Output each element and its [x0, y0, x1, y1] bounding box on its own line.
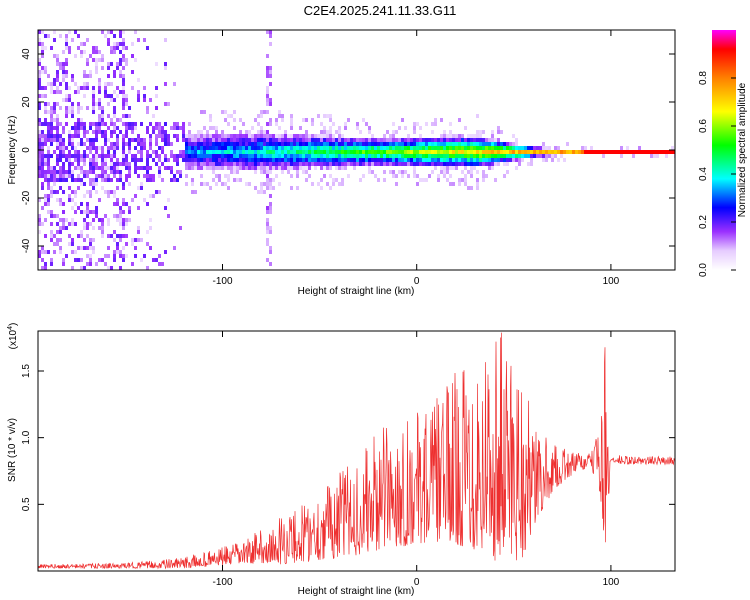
colorbar-label: Normalized spectral amplitude — [737, 82, 748, 217]
snr-ytick-label: 1.0 — [21, 430, 32, 444]
spectrogram-ytick-label: 0 — [21, 147, 32, 153]
snr-xtick-label: 100 — [603, 577, 620, 588]
spectrogram-ytick-label: -20 — [21, 190, 32, 205]
snr-xlabel: Height of straight line (km) — [298, 586, 415, 597]
snr-frame — [37, 330, 676, 572]
snr-ticks: -100 0 100 0.5 1.0 1.5 — [21, 331, 675, 588]
snr-ytick-label: 1.5 — [21, 364, 32, 378]
spectrogram-xtick-label: 100 — [603, 276, 620, 287]
spectrogram-ylabel: Frequency (Hz) — [7, 116, 18, 185]
snr-ytick-label: 0.5 — [21, 497, 32, 511]
snr-panel: -100 0 100 0.5 1.0 1.5 Height of straight lin… — [7, 323, 676, 597]
heatmap-cells — [38, 30, 675, 270]
snr-ylabel: SNR (10 * v/v) — [7, 418, 18, 482]
spectrogram-panel: -100 0 100 -40 -20 0 20 40 Height of straight l… — [7, 29, 676, 297]
snr-plot-area — [38, 332, 675, 570]
spectrogram-ytick-label: -40 — [21, 238, 32, 253]
spectrogram-ytick-label: 40 — [21, 48, 32, 60]
spectrogram-xtick-label: 0 — [414, 276, 420, 287]
colorbar-tick-label: 0.6 — [698, 119, 709, 133]
colorbar-tick-label: 0.0 — [698, 263, 709, 277]
colorbar-tick-label: 0.4 — [698, 167, 709, 181]
colorbar: 0.0 0.2 0.4 0.6 0.8 Normalized spectral ampl… — [698, 30, 748, 277]
snr-xtick-label: 0 — [414, 577, 420, 588]
colorbar-tick-label: 0.2 — [698, 215, 709, 229]
spectrogram-ticks: -100 0 100 -40 -20 0 20 40 — [21, 30, 675, 287]
chart-title: C2E4.2025.241.11.33.G11 — [304, 3, 457, 18]
colorbar-ticks: 0.0 0.2 0.4 0.6 0.8 — [698, 71, 736, 277]
spectrogram-xtick-label: -100 — [212, 276, 232, 287]
snr-series-line — [38, 332, 675, 570]
snr-xtick-label: -100 — [212, 577, 232, 588]
snr-multiplier: (x104) — [7, 323, 19, 350]
colorbar-gradient — [712, 30, 736, 270]
colorbar-tick-label: 0.8 — [698, 71, 709, 85]
spectrogram-xlabel: Height of straight line (km) — [298, 286, 415, 297]
spectrogram-ytick-label: 20 — [21, 96, 32, 108]
